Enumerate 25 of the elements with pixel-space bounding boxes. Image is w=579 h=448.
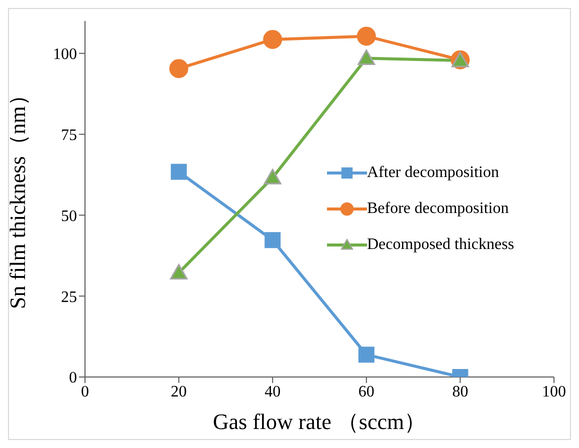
point	[169, 59, 188, 78]
legend-label: After decomposition	[367, 164, 499, 182]
x-tick-label: 20	[170, 383, 187, 400]
x-tick-label: 0	[81, 383, 89, 400]
point	[358, 49, 376, 65]
x-axis-title: Gas flow rate （sccm）	[212, 409, 426, 434]
point	[263, 30, 282, 49]
x-tick-label: 80	[452, 383, 468, 400]
legend-label: Before decomposition	[367, 200, 509, 218]
point	[264, 168, 282, 184]
y-tick-label: 100	[53, 46, 77, 64]
legend-label: Decomposed thickness	[367, 236, 514, 254]
x-tick-label: 100	[542, 383, 566, 400]
y-tick-label: 0	[69, 370, 77, 387]
point	[358, 346, 374, 363]
point	[264, 232, 281, 248]
y-axis-title: Sn film thickness（nm）	[4, 84, 30, 309]
point	[170, 164, 187, 180]
y-tick-label: 50	[61, 208, 77, 225]
point	[356, 26, 376, 46]
x-tick-label: 60	[358, 383, 374, 400]
x-tick-label: 40	[264, 383, 281, 400]
y-tick-label: 75	[61, 126, 77, 144]
y-tick-label: 25	[61, 288, 77, 306]
point	[170, 264, 188, 280]
